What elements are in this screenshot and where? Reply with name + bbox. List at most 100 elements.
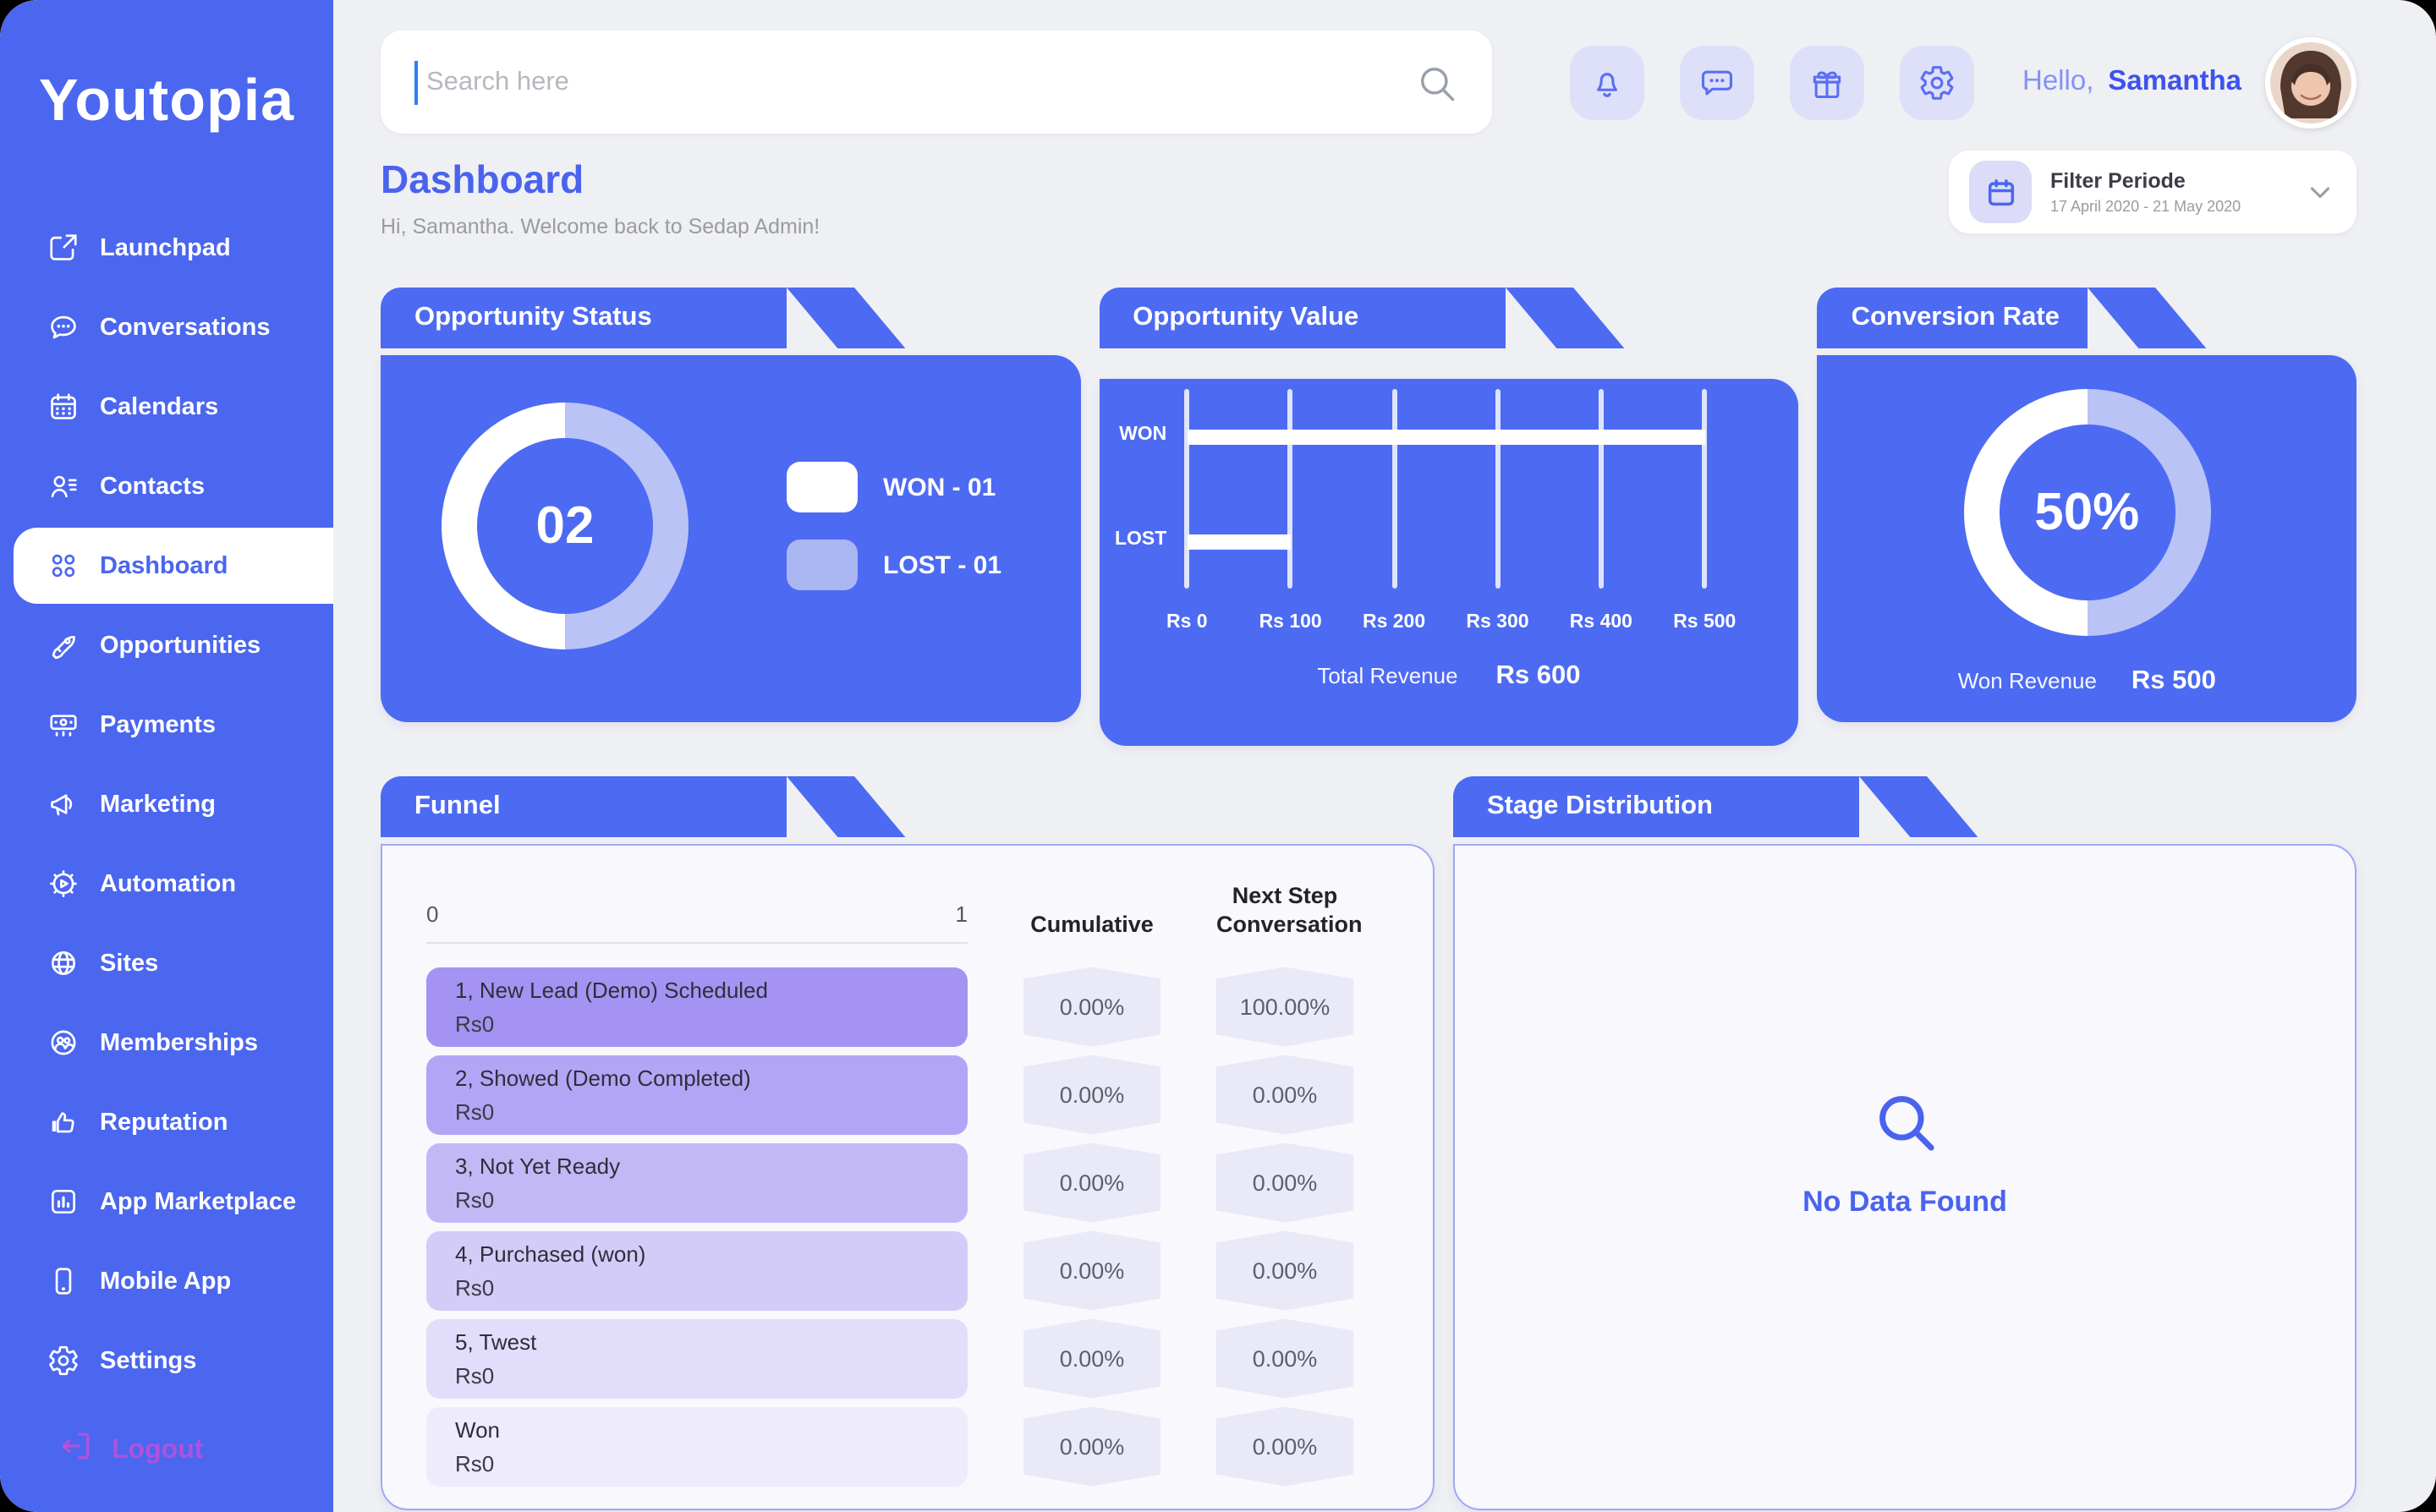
- category-label-lost: LOST: [1114, 529, 1167, 550]
- funnel-rows: 1, New Lead (Demo) Scheduled Rs0 0.00% 100.…: [426, 967, 1433, 1487]
- sidebar-item-label: Launchpad: [100, 234, 231, 261]
- won-revenue: Won Revenue Rs 500: [1958, 666, 2216, 697]
- sidebar-item-automation[interactable]: Automation: [0, 846, 333, 922]
- sidebar-item-label: Sites: [100, 950, 159, 977]
- funnel-row-stage: 4, Purchased (won) Rs0: [426, 1230, 968, 1311]
- sidebar-item-label: Settings: [100, 1347, 197, 1374]
- total-revenue-value: Rs 600: [1495, 661, 1581, 690]
- sidebar-item-calendars[interactable]: Calendars: [0, 369, 333, 445]
- sidebar-item-conversations[interactable]: Conversations: [0, 289, 333, 365]
- funnel-row-stage: 5, Twest Rs0: [426, 1318, 968, 1399]
- card-body: 50% Won Revenue Rs 500: [1817, 355, 2356, 722]
- gifts-button[interactable]: [1790, 45, 1864, 119]
- sidebar-item-payments[interactable]: Payments: [0, 687, 333, 763]
- search-icon[interactable]: [1414, 60, 1458, 104]
- card-opportunity-status: Opportunity Status 02 WON - 01: [381, 288, 1081, 746]
- chat-icon: [1698, 63, 1736, 101]
- sites-icon: [47, 947, 80, 979]
- sidebar-item-label: Marketing: [100, 791, 216, 818]
- filter-text: Filter Periode 17 April 2020 - 21 May 20…: [2050, 169, 2241, 215]
- funnel-axis: 0 1: [426, 901, 968, 944]
- sidebar-item-dashboard[interactable]: Dashboard: [14, 528, 333, 604]
- calendars-icon: [47, 391, 80, 423]
- funnel-row-stage: Won Rs0: [426, 1406, 968, 1487]
- dashboard-icon: [47, 550, 80, 582]
- sidebar-item-launchpad[interactable]: Launchpad: [0, 210, 333, 286]
- opportunity-value-bar-chart: WON LOST Rs 0 Rs 100 Rs 200 Rs 300 Rs 40…: [1115, 379, 1736, 633]
- bar-lost: [1187, 534, 1291, 550]
- avatar[interactable]: [2265, 36, 2356, 128]
- no-data-placeholder: No Data Found: [1455, 846, 2355, 1509]
- payments-icon: [47, 709, 80, 741]
- legend-label-won: WON - 01: [883, 473, 996, 501]
- sidebar-item-reputation[interactable]: Reputation: [0, 1084, 333, 1160]
- legend-item-lost: LOST - 01: [787, 540, 1001, 590]
- card-tab: Funnel: [381, 776, 787, 837]
- funnel-cumulative-cell: 0.00%: [1023, 967, 1160, 1047]
- bell-icon: [1588, 63, 1626, 101]
- axis-tick-label: Rs 200: [1362, 612, 1426, 633]
- no-data-text: No Data Found: [1802, 1186, 2007, 1218]
- sidebar-item-contacts[interactable]: Contacts: [0, 448, 333, 524]
- sidebar-item-label: Contacts: [100, 473, 206, 500]
- funnel-stage-value: Rs0: [455, 1274, 495, 1301]
- sidebar-item-settings[interactable]: Settings: [0, 1323, 333, 1399]
- card-body: 0 1 Cumulative Next Step Conversation 1,…: [381, 844, 1435, 1510]
- funnel-next-step-cell: 0.00%: [1216, 1055, 1353, 1135]
- funnel-next-step-cell: 100.00%: [1216, 967, 1353, 1047]
- sidebar-item-marketing[interactable]: Marketing: [0, 766, 333, 842]
- text-cursor: [414, 60, 418, 104]
- funnel-axis-max: 1: [955, 901, 968, 927]
- logout-button[interactable]: Logout: [58, 1427, 203, 1473]
- search-input[interactable]: [423, 65, 1414, 99]
- card-body: No Data Found: [1453, 844, 2356, 1510]
- funnel-stage-name: 3, Not Yet Ready: [455, 1153, 621, 1179]
- opportunities-icon: [47, 629, 80, 661]
- card-funnel: Funnel 0 1 Cumulative Next Step Conversa…: [381, 776, 1435, 1510]
- funnel-stage-value: Rs0: [455, 1098, 495, 1125]
- funnel-next-step-cell: 0.00%: [1216, 1231, 1353, 1311]
- funnel-stage-value: Rs0: [455, 1450, 495, 1476]
- sidebar-item-label: Conversations: [100, 314, 271, 341]
- marketing-icon: [47, 788, 80, 820]
- mobile-app-icon: [47, 1265, 80, 1297]
- sidebar-item-opportunities[interactable]: Opportunities: [0, 607, 333, 683]
- top-bar: Hello, Samantha: [381, 30, 2356, 134]
- greeting: Hello, Samantha: [2022, 66, 2241, 98]
- funnel-next-step-cell: 0.00%: [1216, 1407, 1353, 1487]
- search-bar[interactable]: [381, 30, 1492, 134]
- sidebar-item-label: Opportunities: [100, 632, 261, 659]
- filter-periode-dropdown[interactable]: Filter Periode 17 April 2020 - 21 May 20…: [1949, 151, 2356, 233]
- sidebar-item-label: Calendars: [100, 393, 219, 420]
- contacts-icon: [47, 470, 80, 502]
- greeting-prefix: Hello,: [2022, 66, 2094, 96]
- sidebar-item-sites[interactable]: Sites: [0, 925, 333, 1001]
- card-title: Stage Distribution: [1487, 792, 1713, 820]
- funnel-cumulative-cell: 0.00%: [1023, 1407, 1160, 1487]
- sidebar-item-app-marketplace[interactable]: App Marketplace: [0, 1164, 333, 1240]
- card-title: Conversion Rate: [1851, 303, 2060, 331]
- main-content: Hello, Samantha Dashboard Hi, Samantha. …: [333, 0, 2436, 1512]
- axis-tick-label: Rs 0: [1166, 612, 1208, 633]
- chevron-down-icon[interactable]: [2304, 176, 2336, 208]
- gift-icon: [1808, 63, 1846, 101]
- sidebar-item-memberships[interactable]: Memberships: [0, 1005, 333, 1081]
- messages-button[interactable]: [1680, 45, 1754, 119]
- funnel-row-stage: 3, Not Yet Ready Rs0: [426, 1142, 968, 1223]
- sidebar-item-mobile-app[interactable]: Mobile App: [0, 1243, 333, 1319]
- funnel-cumulative-cell: 0.00%: [1023, 1055, 1160, 1135]
- total-revenue-label: Total Revenue: [1317, 663, 1458, 688]
- notifications-button[interactable]: [1570, 45, 1644, 119]
- settings-button[interactable]: [1900, 45, 1974, 119]
- app-marketplace-icon: [47, 1186, 80, 1218]
- card-body: 02 WON - 01 LOST - 01: [381, 355, 1081, 722]
- funnel-stage-value: Rs0: [455, 1186, 495, 1213]
- funnel-stage-name: 4, Purchased (won): [455, 1241, 646, 1267]
- won-revenue-label: Won Revenue: [1957, 668, 2097, 693]
- avatar-image: [2270, 41, 2351, 123]
- grid-line: [1184, 389, 1190, 589]
- grid-line: [1391, 389, 1397, 589]
- sidebar-menu: Launchpad Conversations Calendars Contacts D…: [0, 210, 333, 1399]
- funnel-header-row: 0 1 Cumulative Next Step Conversation: [426, 883, 1433, 944]
- legend-swatch-won: [787, 462, 858, 512]
